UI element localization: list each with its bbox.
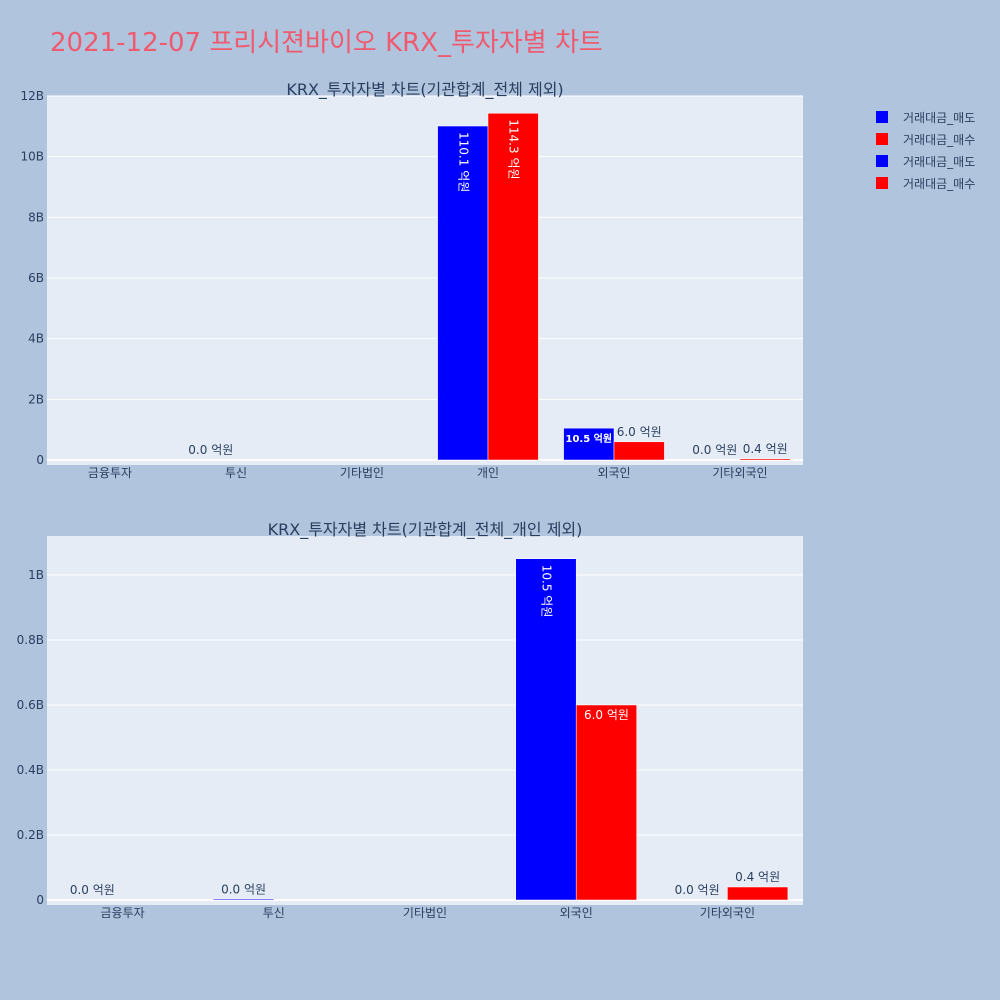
bar (213, 898, 275, 901)
y-tick-label: 0.4B (17, 763, 44, 777)
data-label: 114.3 억원 (507, 119, 521, 179)
legend-swatch-sell (876, 155, 888, 167)
y-tick-label: 4B (28, 332, 44, 346)
data-label: 110.1 억원 (456, 132, 470, 192)
data-label: 0.4 억원 (735, 870, 780, 884)
legend-label: 거래대금_매도 (903, 154, 976, 169)
y-tick-label: 10B (20, 150, 44, 164)
data-label: 6.0 억원 (584, 708, 629, 722)
bar (739, 458, 791, 461)
y-tick-label: 0.8B (17, 633, 44, 647)
bar (515, 558, 577, 901)
page-title: 2021-12-07 프리시젼바이오 KRX_투자자별 차트 (50, 28, 603, 58)
x-tick-label: 기타외국인 (712, 466, 767, 480)
bar (487, 113, 539, 461)
legend-item[interactable]: 거래대금_매도 (876, 150, 975, 172)
x-tick-label: 기타외국인 (700, 906, 755, 920)
x-tick-label: 기타법인 (403, 906, 447, 920)
plot-area (47, 536, 803, 905)
legend-swatch-sell (876, 111, 888, 123)
data-label: 0.0 억원 (675, 883, 720, 897)
legend-item[interactable]: 거래대금_매도 (876, 106, 975, 128)
legend-swatch-buy (876, 177, 888, 189)
bar (437, 125, 489, 461)
legend: 거래대금_매도 거래대금_매수 거래대금_매도 거래대금_매수 (876, 106, 975, 194)
y-tick-label: 1B (28, 568, 44, 582)
y-tick-label: 0 (36, 453, 44, 467)
bar (563, 427, 615, 461)
x-tick-label: 투신 (263, 906, 285, 920)
data-label: 6.0 억원 (617, 425, 662, 439)
data-label: 0.0 억원 (188, 443, 233, 457)
y-tick-label: 0.6B (17, 698, 44, 712)
data-label: 0.4 억원 (743, 442, 788, 456)
y-tick-label: 0.2B (17, 828, 44, 842)
data-label: 10.5 억원 (539, 565, 553, 618)
chart-panel-1: 0 2B 4B 6B 8B 10B 12B KRX_투자자별 차트(기관합계_전체 제외) 금융… (20, 80, 803, 480)
legend-label: 거래대금_매수 (903, 176, 976, 191)
x-tick-label: 외국인 (597, 466, 630, 480)
chart-title: KRX_투자자별 차트(기관합계_전체_개인 제외) (268, 520, 583, 540)
chart-title: KRX_투자자별 차트(기관합계_전체 제외) (286, 80, 563, 100)
data-label: 0.0 억원 (692, 443, 737, 457)
legend-item[interactable]: 거래대금_매수 (876, 128, 975, 150)
y-tick-label: 8B (28, 210, 44, 224)
bar (727, 886, 789, 901)
y-tick-label: 2B (28, 392, 44, 406)
plot-area (47, 96, 803, 465)
data-label: 0.0 억원 (70, 883, 115, 897)
legend-swatch-buy (876, 133, 888, 145)
y-tick-label: 6B (28, 271, 44, 285)
legend-label: 거래대금_매도 (903, 110, 976, 125)
y-tick-label: 12B (20, 89, 44, 103)
x-tick-label: 금융투자 (101, 906, 145, 920)
data-label: 0.0 억원 (221, 883, 266, 897)
bar (613, 441, 665, 461)
x-tick-label: 투신 (225, 466, 247, 480)
legend-item[interactable]: 거래대금_매수 (876, 172, 975, 194)
x-tick-label: 금융투자 (88, 466, 132, 480)
x-tick-label: 외국인 (560, 906, 593, 920)
legend-label: 거래대금_매수 (903, 132, 976, 147)
chart-panel-2: 0 0.2B 0.4B 0.6B 0.8B 1B KRX_투자자별 차트(기관합계_전체_개… (17, 520, 803, 920)
x-tick-label: 기타법인 (340, 466, 384, 480)
data-label: 10.5 억원 (566, 432, 613, 445)
bar (575, 704, 637, 901)
y-tick-label: 0 (36, 893, 44, 907)
x-tick-label: 개인 (477, 466, 499, 480)
